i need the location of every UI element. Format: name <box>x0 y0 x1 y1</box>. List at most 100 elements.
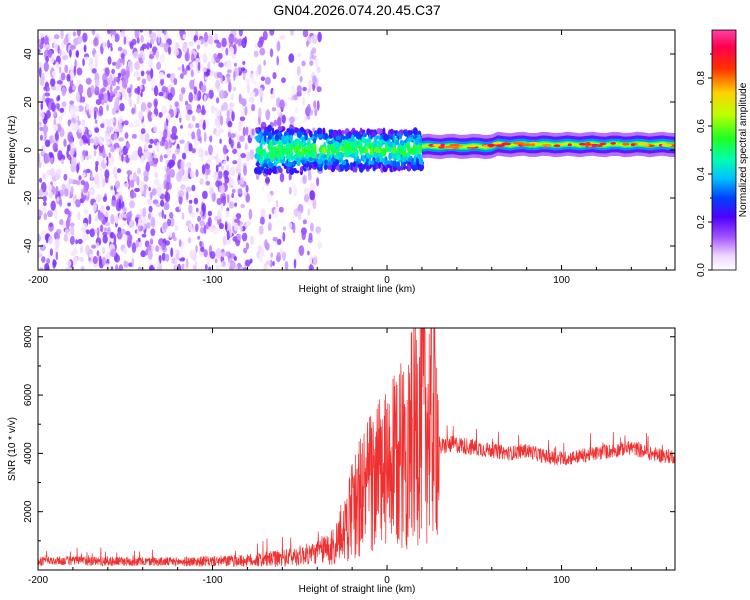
spectrogram-cell <box>239 116 246 122</box>
spectrogram-cell <box>293 186 297 197</box>
spectrogram-cell <box>120 30 126 38</box>
spectrogram-cell <box>264 167 267 174</box>
spectrogram-cell <box>266 193 272 203</box>
spectrogram-cell <box>213 226 219 235</box>
spectrogram-cell <box>389 128 394 135</box>
spectrogram-cell <box>205 180 210 186</box>
spectrogram-cell <box>203 81 207 87</box>
spectrogram-cell <box>349 162 354 167</box>
spectrogram-cell <box>292 161 295 166</box>
spectrogram-cell <box>311 47 317 54</box>
spectrogram-cell <box>209 70 215 77</box>
spectrogram-cell <box>226 193 230 204</box>
spectrogram-cell <box>355 148 358 152</box>
spectrogram-cell <box>220 202 224 211</box>
spectrogram-cell <box>143 188 147 198</box>
spectrogram-cell <box>224 176 230 184</box>
spectrogram-cell <box>314 108 318 117</box>
spectrogram-cell <box>161 252 166 262</box>
spectrogram-cell <box>43 86 47 91</box>
spectrogram-cell <box>297 52 302 58</box>
colorbar-tick-label: 0.2 <box>696 215 707 229</box>
spectrogram-cell <box>596 144 603 148</box>
spectrogram-cell <box>492 141 504 145</box>
spectrogram-cell <box>375 149 380 154</box>
spectrogram-cell <box>88 253 95 259</box>
spectrogram-cell <box>352 161 356 168</box>
spectrogram-cell <box>288 173 291 181</box>
spectrogram-cell <box>189 170 195 179</box>
spectrogram-cell <box>51 102 56 112</box>
spectrogram-cell <box>56 197 60 202</box>
spectrogram-cell <box>155 245 160 252</box>
spectrogram-cell <box>110 120 113 126</box>
spectrogram-cell <box>280 151 285 160</box>
spectrogram-cell <box>246 220 251 227</box>
spectrogram-cell <box>395 139 400 146</box>
spectrogram-cell <box>95 164 99 173</box>
spectrogram-cell <box>52 260 57 267</box>
spectrogram-cell <box>143 30 149 37</box>
spectrogram-cell <box>242 126 246 137</box>
spectrogram-cell <box>313 130 318 138</box>
spectrogram-cell <box>307 208 311 217</box>
spectrogram-cell <box>233 62 238 67</box>
spectrogram-cell <box>142 52 146 62</box>
spectrogram-cell <box>48 235 53 245</box>
spectrogram-cell <box>414 137 419 145</box>
spectrogram-cell <box>38 177 43 183</box>
spectrogram-cell <box>110 266 114 270</box>
spectrogram-cell <box>211 193 215 202</box>
spectrogram-cell <box>59 107 65 113</box>
spectrogram-cell <box>217 209 222 220</box>
spectrogram-cell <box>49 168 56 178</box>
spectrogram-cell <box>69 235 75 245</box>
spectrogram-cell <box>395 166 402 171</box>
spectrogram-cell <box>105 118 109 125</box>
spectrogram-cell <box>273 119 277 127</box>
spectrogram-cell <box>76 67 83 76</box>
spectrogram-cell <box>38 152 41 164</box>
spectrogram-cell <box>83 45 87 53</box>
spectrogram-cell <box>297 210 302 221</box>
spectrogram-cell <box>219 138 222 144</box>
spectrogram-cell <box>238 30 243 37</box>
spectrogram-cell <box>188 199 193 204</box>
spectrogram-cell <box>63 173 68 181</box>
spectrogram-cell <box>166 73 171 79</box>
snr-xtick-label: -200 <box>28 575 48 586</box>
spectrogram-cell <box>245 126 249 136</box>
spectrogram-cell <box>217 181 223 186</box>
spectrogram-cell <box>227 120 233 128</box>
spectrogram-cell <box>186 191 189 201</box>
spectrogram-cell <box>312 33 318 45</box>
spectrogram-cell <box>333 148 337 153</box>
spectrogram-cell <box>362 132 368 138</box>
spectrogram-cell <box>91 30 96 36</box>
spectrogram-cell <box>95 242 100 249</box>
spectrogram-cell <box>147 102 152 109</box>
spectrogram-cell <box>237 38 243 47</box>
spectrogram-cell <box>60 42 64 50</box>
spectrogram-cell <box>312 127 315 133</box>
spectrogram-cell <box>109 231 115 239</box>
spectrogram-cell <box>188 30 194 38</box>
spectrogram-cell <box>269 140 273 146</box>
spectrogram-cell <box>383 133 389 142</box>
spectrogram-cell <box>59 49 62 57</box>
spectrogram-cell <box>119 79 123 91</box>
spectrogram-cell <box>185 113 191 121</box>
spectrogram-cell <box>63 233 69 242</box>
spectrogram-cell <box>44 153 51 164</box>
spectrogram-cell <box>309 55 312 61</box>
spectrogram-cell <box>292 222 296 234</box>
spectrogram-cell <box>196 128 201 139</box>
spectrogram-cell <box>282 226 286 231</box>
spectrogram-cell <box>205 68 211 76</box>
spectrogram-cell <box>102 40 106 50</box>
spectrogram-cell <box>80 47 83 54</box>
spectrogram-cell <box>195 39 202 45</box>
spectrogram-cell <box>236 164 242 174</box>
spectrogram-cell <box>225 47 229 56</box>
